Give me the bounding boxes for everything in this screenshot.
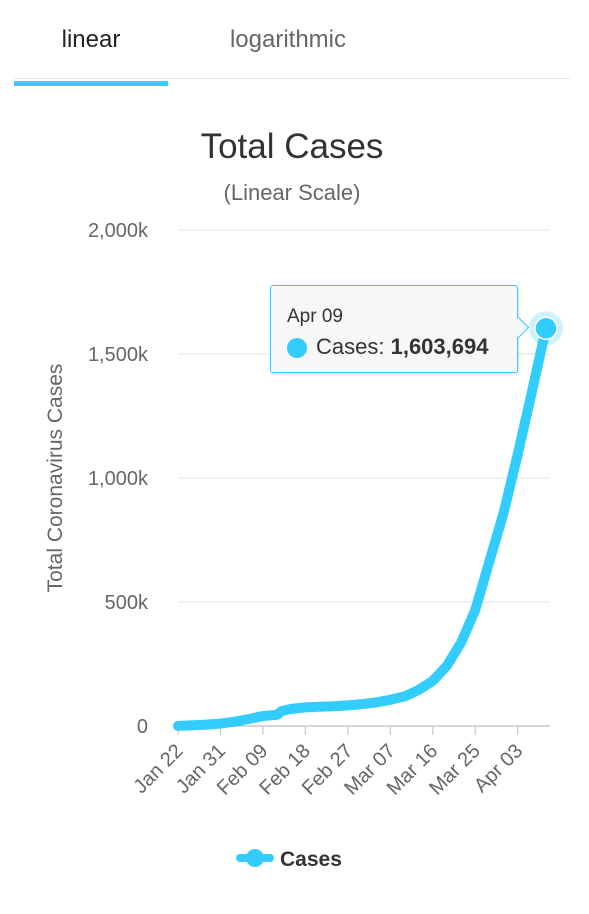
legend-dot-marker xyxy=(246,849,264,867)
x-tick-label: Apr 03 xyxy=(470,740,527,797)
tooltip-series-label: Cases: 1,603,694 xyxy=(316,334,488,360)
chart-title: Total Cases xyxy=(201,127,384,166)
tooltip-series-name: Cases xyxy=(316,334,379,359)
tooltip-value: 1,603,694 xyxy=(390,334,489,359)
y-axis-title: Total Coronavirus Cases xyxy=(44,364,67,593)
series-cases[interactable] xyxy=(173,311,563,731)
legend-label[interactable]: Cases xyxy=(280,848,342,871)
scale-tabs: linear logarithmic xyxy=(14,0,570,86)
tooltip-separator: : xyxy=(378,334,391,359)
legend[interactable]: Cases xyxy=(236,848,342,871)
series-line-cases xyxy=(173,323,551,731)
data-tooltip: Apr 09 Cases: 1,603,694 xyxy=(270,285,530,373)
tooltip-date: Apr 09 xyxy=(287,306,343,327)
y-tick-label: 1,500k xyxy=(88,344,149,366)
active-tab-indicator xyxy=(14,81,168,86)
tab-linear[interactable]: linear xyxy=(61,26,121,53)
tabs-divider xyxy=(14,78,570,79)
hover-point xyxy=(534,316,558,341)
y-axis-ticks: 0 500k 1,000k 1,500k 2,000k xyxy=(88,220,149,738)
y-tick-label: 500k xyxy=(105,592,149,614)
chart-subtitle: (Linear Scale) xyxy=(224,180,361,205)
y-tick-label: 0 xyxy=(137,716,148,738)
y-tick-label: 2,000k xyxy=(88,220,149,242)
tab-logarithmic[interactable]: logarithmic xyxy=(229,26,347,53)
y-tick-label: 1,000k xyxy=(88,468,149,490)
tooltip-series-dot xyxy=(287,338,307,358)
